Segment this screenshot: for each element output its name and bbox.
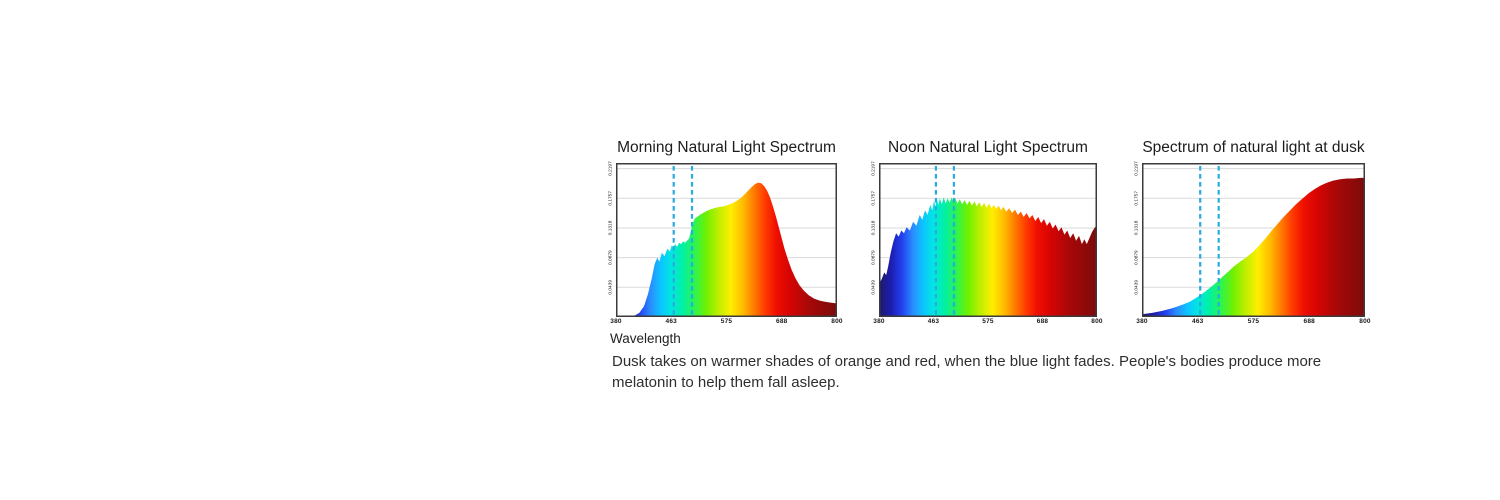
y-tick-label: 0.0439 bbox=[871, 280, 877, 295]
y-tick-label: 0.1318 bbox=[608, 220, 614, 235]
y-tick-label: 0.1318 bbox=[871, 220, 877, 235]
plot-frame bbox=[1142, 163, 1365, 317]
y-tick-label: 0.0439 bbox=[608, 280, 614, 295]
morning-spectrum-chart: Morning Natural Light Spectrum 0.2197 0.1… bbox=[606, 139, 843, 346]
x-tick-label: 463 bbox=[927, 318, 940, 325]
plot-frame bbox=[879, 163, 1097, 317]
x-tick-label: 575 bbox=[982, 318, 994, 325]
y-tick-label: 0.1757 bbox=[1134, 191, 1140, 206]
x-tick-label: 800 bbox=[1359, 318, 1371, 325]
y-tick-label: 0.2197 bbox=[608, 161, 614, 176]
x-tick-label: 688 bbox=[776, 318, 788, 325]
dusk-chart-title: Spectrum of natural light at dusk bbox=[1142, 139, 1365, 156]
x-tick-label: 688 bbox=[1303, 318, 1315, 325]
y-tick-label: 0.1757 bbox=[608, 191, 614, 206]
x-tick-label: 380 bbox=[610, 318, 622, 325]
spectrum-area bbox=[879, 197, 1097, 317]
morning-x-axis: 380 463 575 688 800 bbox=[610, 317, 842, 327]
y-tick-label: 0.2197 bbox=[1134, 161, 1140, 176]
x-tick-label: 688 bbox=[1036, 318, 1049, 325]
y-tick-label: 0.0879 bbox=[1134, 250, 1140, 265]
x-tick-label: 463 bbox=[1192, 318, 1204, 325]
x-tick-label: 800 bbox=[1091, 318, 1103, 325]
dusk-spectrum-chart: Spectrum of natural light at dusk 0.2197… bbox=[1132, 139, 1371, 327]
noon-spectrum-plot: 0.2197 0.1757 0.1318 0.0879 0.0439 bbox=[871, 161, 1097, 317]
caption-text: Dusk takes on warmer shades of orange an… bbox=[612, 353, 1322, 391]
dusk-spectrum-plot: 0.2197 0.1757 0.1318 0.0879 0.0439 bbox=[1134, 161, 1365, 317]
x-tick-label: 463 bbox=[665, 318, 677, 325]
x-tick-label: 575 bbox=[1247, 318, 1260, 325]
x-tick-label: 380 bbox=[1136, 318, 1148, 325]
y-tick-label: 0.2197 bbox=[871, 161, 877, 176]
x-tick-label: 380 bbox=[873, 318, 885, 325]
y-tick-label: 0.1318 bbox=[1134, 220, 1140, 235]
y-tick-label: 0.0439 bbox=[1134, 280, 1140, 295]
plot-frame bbox=[616, 163, 837, 317]
y-tick-label: 0.0879 bbox=[871, 250, 877, 265]
y-tick-label: 0.0879 bbox=[608, 250, 614, 265]
spectrum-area bbox=[1142, 177, 1365, 317]
dusk-x-axis: 380 463 575 688 800 bbox=[1136, 317, 1370, 327]
x-tick-label: 575 bbox=[720, 318, 733, 325]
y-tick-label: 0.1757 bbox=[871, 191, 877, 206]
x-tick-label: 800 bbox=[831, 318, 843, 325]
morning-spectrum-plot: 0.2197 0.1757 0.1318 0.0879 0.0439 bbox=[608, 161, 837, 317]
morning-chart-title: Morning Natural Light Spectrum bbox=[617, 139, 836, 156]
noon-chart-title: Noon Natural Light Spectrum bbox=[888, 139, 1088, 156]
spectrum-area bbox=[616, 182, 837, 317]
noon-x-axis: 380 463 575 688 800 bbox=[873, 317, 1102, 327]
wavelength-axis-label: Wavelength bbox=[610, 331, 681, 346]
noon-spectrum-chart: Noon Natural Light Spectrum 0.2197 0.1757… bbox=[869, 139, 1103, 327]
